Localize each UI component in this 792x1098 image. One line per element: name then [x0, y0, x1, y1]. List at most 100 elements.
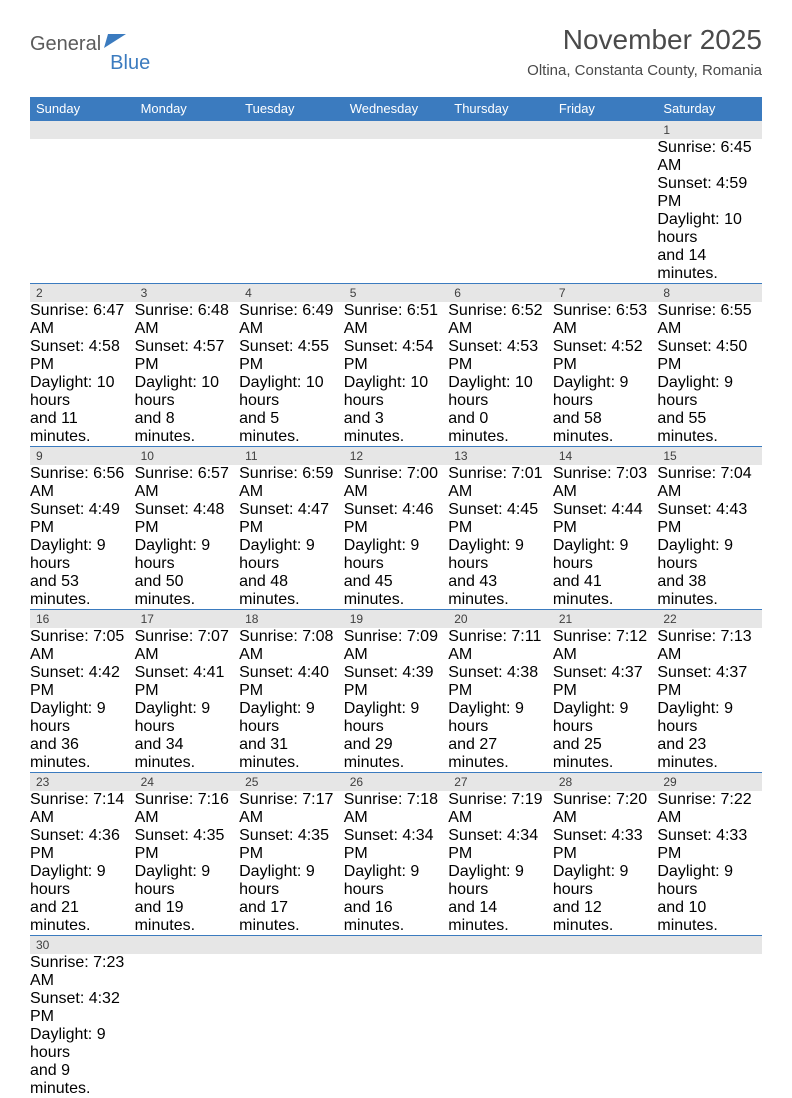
- day-cell-line: Sunrise: 6:53 AM: [553, 302, 658, 338]
- day-cell: [553, 954, 658, 1098]
- day-cell-line: Sunset: 4:48 PM: [135, 501, 240, 537]
- day-cell-line: Sunrise: 7:08 AM: [239, 628, 344, 664]
- day-cell-line: Sunset: 4:42 PM: [30, 664, 135, 700]
- day-cell-line: and 31 minutes.: [239, 736, 344, 772]
- day-cell-line: Sunrise: 7:01 AM: [448, 465, 553, 501]
- day-cell-line: Sunset: 4:41 PM: [135, 664, 240, 700]
- day-cell-line: and 25 minutes.: [553, 736, 658, 772]
- day-cell: Sunrise: 7:14 AMSunset: 4:36 PMDaylight:…: [30, 791, 135, 936]
- day-cell-line: Daylight: 9 hours: [30, 1026, 135, 1062]
- day-number: [448, 936, 553, 955]
- day-cell: Sunrise: 7:11 AMSunset: 4:38 PMDaylight:…: [448, 628, 553, 773]
- day-cell-line: Daylight: 9 hours: [239, 700, 344, 736]
- day-header: Sunday: [30, 97, 135, 121]
- day-cell-line: Sunrise: 7:00 AM: [344, 465, 449, 501]
- day-cell-line: Daylight: 9 hours: [344, 700, 449, 736]
- day-number: 30: [30, 936, 135, 955]
- day-number: 26: [344, 773, 449, 792]
- day-cell: Sunrise: 7:05 AMSunset: 4:42 PMDaylight:…: [30, 628, 135, 773]
- day-cell-line: Sunrise: 7:11 AM: [448, 628, 553, 664]
- day-cell-line: Sunset: 4:53 PM: [448, 338, 553, 374]
- day-number: [448, 121, 553, 140]
- day-header: Wednesday: [344, 97, 449, 121]
- day-cell-line: Sunrise: 7:18 AM: [344, 791, 449, 827]
- day-cell-line: Sunrise: 7:17 AM: [239, 791, 344, 827]
- day-cell: Sunrise: 7:13 AMSunset: 4:37 PMDaylight:…: [657, 628, 762, 773]
- logo-text-blue: Blue: [110, 52, 150, 75]
- day-cell: [657, 954, 762, 1098]
- day-cell: Sunrise: 7:00 AMSunset: 4:46 PMDaylight:…: [344, 465, 449, 610]
- day-number: 7: [553, 284, 658, 303]
- day-cell: Sunrise: 6:52 AMSunset: 4:53 PMDaylight:…: [448, 302, 553, 447]
- day-number: 25: [239, 773, 344, 792]
- day-cell-line: Daylight: 9 hours: [553, 700, 658, 736]
- day-cell-line: Sunrise: 7:14 AM: [30, 791, 135, 827]
- day-cell: Sunrise: 6:51 AMSunset: 4:54 PMDaylight:…: [344, 302, 449, 447]
- day-cell: Sunrise: 7:22 AMSunset: 4:33 PMDaylight:…: [657, 791, 762, 936]
- day-number: 18: [239, 610, 344, 629]
- day-cell-line: and 8 minutes.: [135, 410, 240, 446]
- day-cell-line: Sunset: 4:34 PM: [344, 827, 449, 863]
- day-number: 11: [239, 447, 344, 466]
- day-header: Saturday: [657, 97, 762, 121]
- day-cell-line: and 16 minutes.: [344, 899, 449, 935]
- day-cell-line: Sunset: 4:35 PM: [135, 827, 240, 863]
- day-cell-line: Sunrise: 6:52 AM: [448, 302, 553, 338]
- day-cell-line: Daylight: 9 hours: [30, 863, 135, 899]
- day-cell-line: and 23 minutes.: [657, 736, 762, 772]
- daynum-row: 1: [30, 121, 762, 140]
- day-cell: Sunrise: 6:49 AMSunset: 4:55 PMDaylight:…: [239, 302, 344, 447]
- day-cell-line: Sunset: 4:44 PM: [553, 501, 658, 537]
- detail-row: Sunrise: 6:45 AMSunset: 4:59 PMDaylight:…: [30, 139, 762, 284]
- day-cell-line: Sunset: 4:43 PM: [657, 501, 762, 537]
- day-cell-line: Sunset: 4:59 PM: [657, 175, 762, 211]
- day-cell-line: Sunset: 4:33 PM: [553, 827, 658, 863]
- day-cell-line: Sunset: 4:33 PM: [657, 827, 762, 863]
- day-cell-line: Daylight: 9 hours: [448, 537, 553, 573]
- daynum-row: 9101112131415: [30, 447, 762, 466]
- day-cell-line: Daylight: 9 hours: [553, 537, 658, 573]
- day-number: 13: [448, 447, 553, 466]
- day-cell-line: and 3 minutes.: [344, 410, 449, 446]
- day-number: 17: [135, 610, 240, 629]
- day-number: 16: [30, 610, 135, 629]
- daynum-row: 30: [30, 936, 762, 955]
- day-cell-line: Sunset: 4:46 PM: [344, 501, 449, 537]
- day-number: [344, 936, 449, 955]
- day-cell-line: Daylight: 9 hours: [657, 700, 762, 736]
- day-cell: Sunrise: 7:01 AMSunset: 4:45 PMDaylight:…: [448, 465, 553, 610]
- day-cell-line: Sunrise: 6:49 AM: [239, 302, 344, 338]
- daynum-row: 2345678: [30, 284, 762, 303]
- day-number: 2: [30, 284, 135, 303]
- day-cell-line: Daylight: 9 hours: [448, 863, 553, 899]
- day-cell: [344, 954, 449, 1098]
- day-cell: Sunrise: 7:12 AMSunset: 4:37 PMDaylight:…: [553, 628, 658, 773]
- day-cell-line: Sunset: 4:54 PM: [344, 338, 449, 374]
- day-cell: Sunrise: 6:56 AMSunset: 4:49 PMDaylight:…: [30, 465, 135, 610]
- day-cell-line: Sunset: 4:37 PM: [553, 664, 658, 700]
- detail-row: Sunrise: 7:05 AMSunset: 4:42 PMDaylight:…: [30, 628, 762, 773]
- day-cell-line: Daylight: 9 hours: [657, 374, 762, 410]
- logo: General Blue: [30, 24, 150, 65]
- day-cell-line: and 55 minutes.: [657, 410, 762, 446]
- day-cell-line: Sunrise: 6:51 AM: [344, 302, 449, 338]
- day-cell-line: Sunset: 4:55 PM: [239, 338, 344, 374]
- day-cell-line: Sunset: 4:57 PM: [135, 338, 240, 374]
- day-cell-line: Daylight: 9 hours: [657, 537, 762, 573]
- day-cell-line: and 34 minutes.: [135, 736, 240, 772]
- day-header: Tuesday: [239, 97, 344, 121]
- day-cell-line: and 50 minutes.: [135, 573, 240, 609]
- day-cell-line: Daylight: 9 hours: [344, 537, 449, 573]
- day-number: 15: [657, 447, 762, 466]
- day-cell-line: and 0 minutes.: [448, 410, 553, 446]
- day-number: 24: [135, 773, 240, 792]
- day-cell-line: Sunrise: 7:20 AM: [553, 791, 658, 827]
- day-cell-line: and 38 minutes.: [657, 573, 762, 609]
- day-cell-line: Daylight: 9 hours: [553, 374, 658, 410]
- day-cell-line: Sunset: 4:40 PM: [239, 664, 344, 700]
- day-cell-line: Sunset: 4:36 PM: [30, 827, 135, 863]
- day-cell-line: Daylight: 9 hours: [239, 537, 344, 573]
- day-cell-line: and 17 minutes.: [239, 899, 344, 935]
- day-cell-line: and 43 minutes.: [448, 573, 553, 609]
- detail-row: Sunrise: 6:56 AMSunset: 4:49 PMDaylight:…: [30, 465, 762, 610]
